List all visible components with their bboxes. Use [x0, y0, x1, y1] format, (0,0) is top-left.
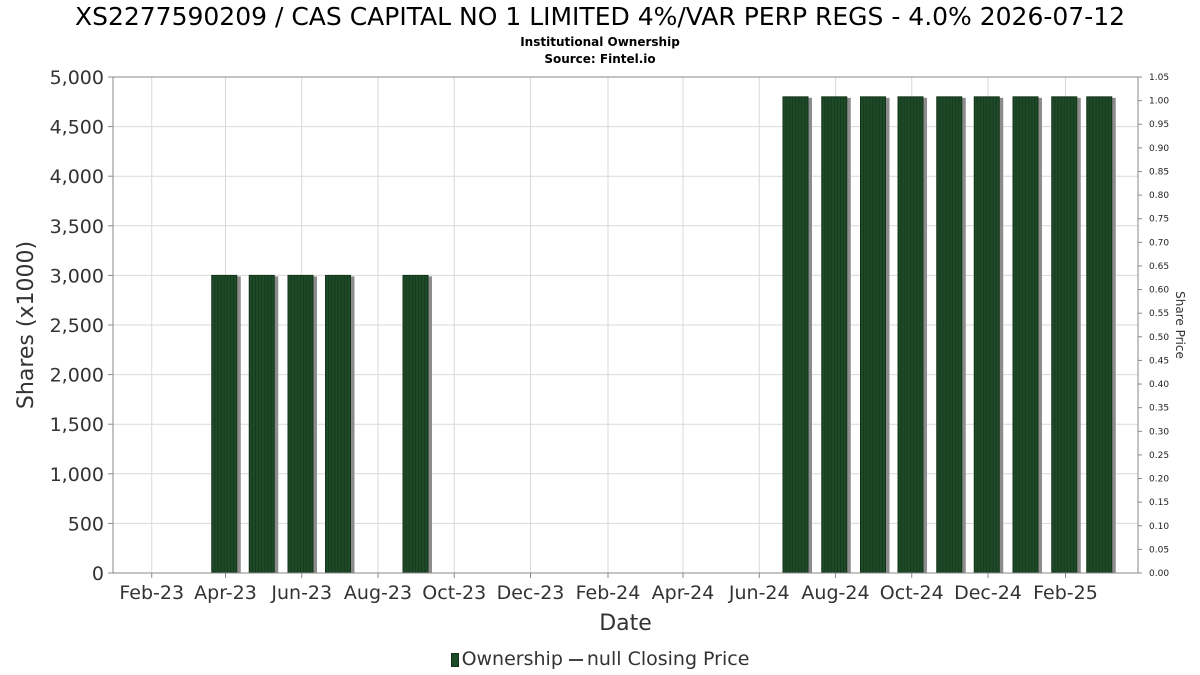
legend: Ownership null Closing Price — [0, 648, 1200, 670]
x-tick-label: Aug-23 — [344, 582, 412, 604]
legend-price-label: null Closing Price — [586, 648, 750, 670]
y2-tick-label: 0.10 — [1149, 522, 1169, 532]
y2-tick-label: 0.85 — [1149, 167, 1169, 177]
x-tick-label: Feb-25 — [1033, 582, 1098, 604]
x-tick-label: Feb-23 — [119, 582, 184, 604]
y2-tick-label: 0.25 — [1149, 451, 1169, 461]
y2-tick-label: 0.70 — [1149, 238, 1169, 248]
legend-ownership-swatch — [450, 652, 459, 667]
x-tick-label: Apr-24 — [652, 582, 715, 604]
chart-title: XS2277590209 / CAS CAPITAL NO 1 LIMITED … — [74, 2, 1126, 31]
y-tick-label: 2,500 — [50, 315, 104, 337]
y-tick-label: 3,500 — [50, 216, 104, 238]
y-tick-label: 5,000 — [50, 67, 104, 89]
y2-tick-label: 0.90 — [1149, 144, 1169, 154]
x-tick-label: Dec-24 — [954, 582, 1022, 604]
y2-tick-label: 0.05 — [1149, 545, 1169, 555]
y-tick-label: 1,000 — [50, 464, 104, 486]
y2-tick-label: 0.45 — [1149, 356, 1169, 366]
y2-tick-label: 0.15 — [1149, 498, 1169, 508]
chart-subtitle: Institutional Ownership — [520, 35, 680, 49]
x-tick-label: Oct-23 — [422, 582, 486, 604]
y2-tick-label: 0.75 — [1149, 215, 1169, 225]
y2-tick-label: 1.00 — [1149, 97, 1169, 107]
x-tick-label: Jun-24 — [728, 582, 790, 604]
y-tick-label: 4,500 — [50, 117, 104, 139]
chart-source: Source: Fintel.io — [544, 52, 656, 66]
x-tick-label: Jun-23 — [270, 582, 332, 604]
y2-tick-label: 0.20 — [1149, 475, 1169, 485]
x-tick-label: Aug-24 — [801, 582, 869, 604]
y2-tick-label: 0.95 — [1149, 120, 1169, 130]
x-tick-label: Dec-23 — [497, 582, 565, 604]
legend-price-line — [568, 658, 583, 661]
y2-tick-label: 0.55 — [1149, 309, 1169, 319]
y2-tick-label: 0.65 — [1149, 262, 1169, 272]
y2-tick-label: 0.00 — [1149, 569, 1169, 579]
x-tick-label: Apr-23 — [194, 582, 257, 604]
y-tick-label: 3,000 — [50, 265, 104, 287]
y2-tick-label: 0.60 — [1149, 286, 1169, 296]
x-tick-label: Feb-24 — [576, 582, 641, 604]
plot-border — [112, 76, 1139, 574]
y2-tick-label: 0.40 — [1149, 380, 1169, 390]
y-axis-label: Shares (x1000) — [14, 241, 39, 409]
y-tick-label: 2,000 — [50, 365, 104, 387]
y2-tick-label: 0.80 — [1149, 191, 1169, 201]
x-tick-label: Oct-24 — [880, 582, 944, 604]
y-tick-label: 500 — [68, 513, 104, 535]
y2-axis-label: Share Price — [1173, 291, 1187, 359]
y-tick-label: 1,500 — [50, 414, 104, 436]
y-tick-label: 4,000 — [50, 166, 104, 188]
y2-tick-label: 0.30 — [1149, 427, 1169, 437]
y2-tick-label: 0.50 — [1149, 333, 1169, 343]
y2-tick-label: 1.05 — [1149, 73, 1169, 83]
x-axis-label: Date — [599, 611, 652, 636]
y2-tick-label: 0.35 — [1149, 404, 1169, 414]
y-tick-label: 0 — [92, 563, 104, 585]
legend-ownership-label: Ownership — [461, 648, 563, 670]
